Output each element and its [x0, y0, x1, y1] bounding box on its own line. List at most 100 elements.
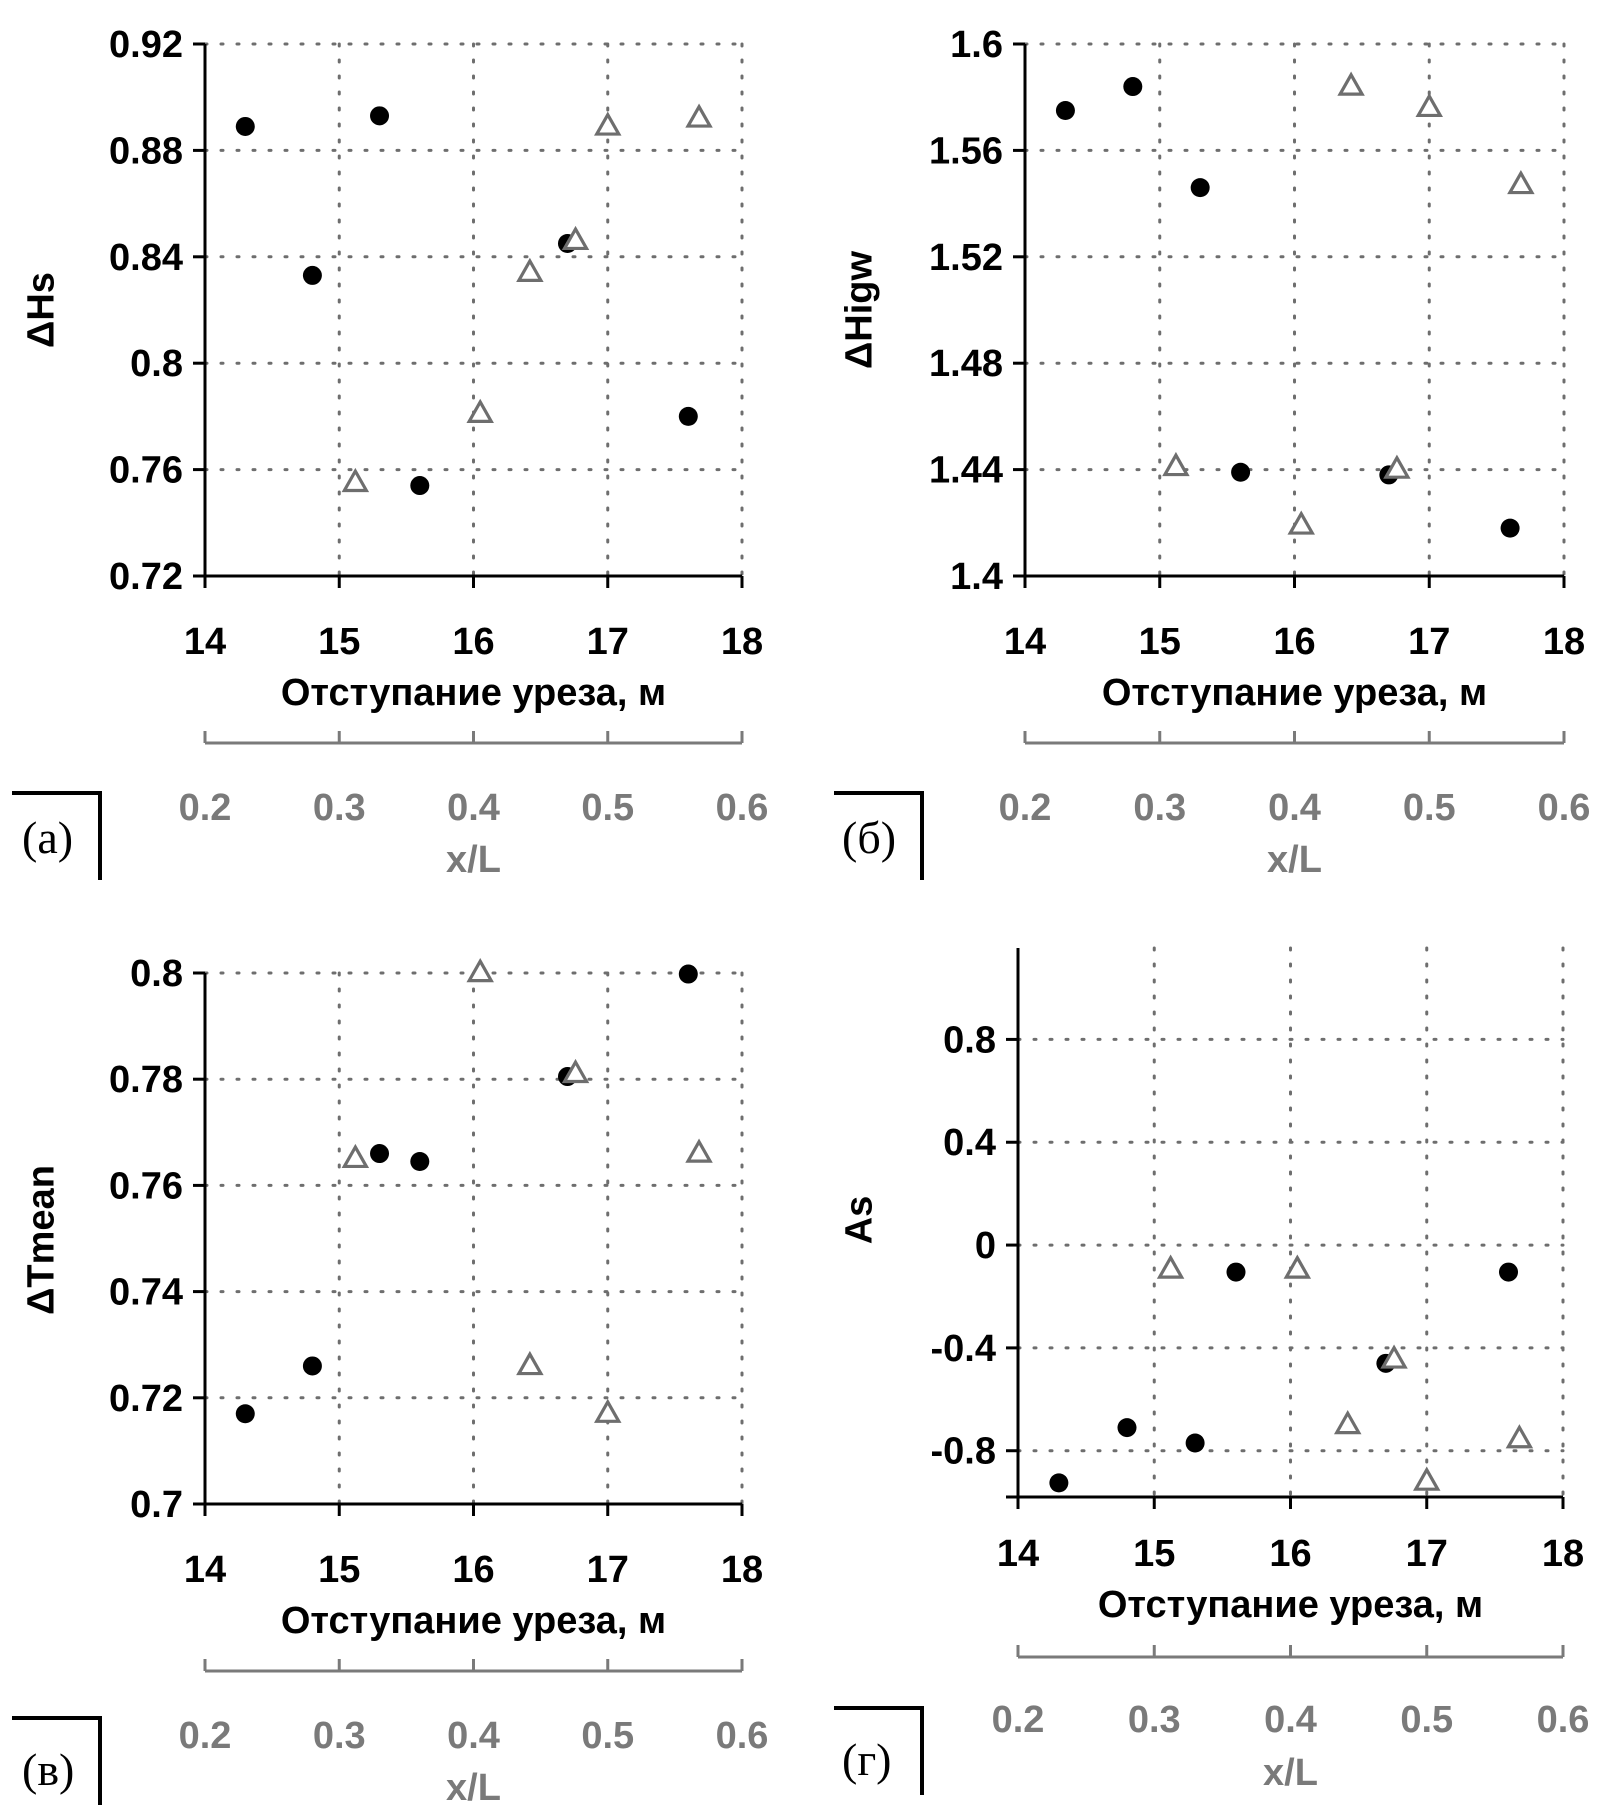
- panel-label: (г): [842, 1734, 892, 1785]
- y-tick-label: 0.92: [109, 24, 183, 66]
- secondary-x-tick-label: 0.2: [179, 1715, 232, 1757]
- secondary-x-tick-label: 0.5: [581, 787, 634, 829]
- data-point-circle: [235, 1404, 255, 1424]
- y-axis-label: ΔHs: [20, 272, 62, 348]
- y-tick-label: 0: [975, 1225, 996, 1267]
- chart-panel-1: 0.72 0.76 0.8 0.84 0.88 0.92 14 15 16 17 18 Отступа…: [12, 24, 768, 881]
- secondary-x-tick-label: 0.6: [716, 787, 769, 829]
- data-point-triangle: [1156, 1254, 1185, 1279]
- y-tick-label: 0.74: [109, 1272, 183, 1314]
- data-point-triangle: [1413, 1466, 1441, 1491]
- y-tick-label: 0.8: [130, 343, 183, 385]
- panel-label: (а): [22, 812, 73, 863]
- data-point-circle: [1117, 1418, 1137, 1438]
- data-point-circle: [370, 106, 390, 126]
- panel-bracket: [12, 1716, 102, 1805]
- x-tick-label: 14: [997, 1533, 1039, 1575]
- data-point-triangle: [341, 467, 370, 493]
- x-tick-label: 15: [318, 621, 360, 663]
- secondary-x-tick-label: 0.6: [1537, 1699, 1590, 1741]
- data-point-triangle: [594, 111, 622, 136]
- x-tick-label: 16: [452, 621, 494, 663]
- x-tick-label: 14: [184, 621, 226, 663]
- x-tick-label: 17: [1408, 621, 1450, 663]
- y-tick-label: 0.7: [130, 1484, 183, 1526]
- data-point-triangle: [1505, 1424, 1534, 1449]
- secondary-x-tick-label: 0.4: [1268, 787, 1321, 829]
- x-tick-label: 14: [184, 1549, 226, 1591]
- y-tick-label: 0.76: [109, 1165, 183, 1207]
- secondary-x-tick-label: 0.2: [179, 787, 232, 829]
- data-point-triangle: [1287, 510, 1315, 535]
- y-axis-label: ΔHigw: [838, 251, 880, 370]
- data-point-triangle: [1283, 1254, 1312, 1279]
- data-point-triangle: [1507, 169, 1535, 195]
- data-point-triangle: [466, 957, 494, 983]
- data-point-triangle: [1415, 92, 1443, 118]
- secondary-x-tick-label: 0.3: [1133, 787, 1186, 829]
- data-point-circle: [1499, 1262, 1518, 1282]
- x-tick-label: 16: [1269, 1533, 1311, 1575]
- y-tick-label: 0.4: [943, 1122, 996, 1164]
- chart-panel-2: 1.4 1.44 1.48 1.52 1.56 1.6 14 15 16 17 18 Отступан…: [834, 24, 1590, 881]
- y-tick-label: 0.72: [109, 556, 183, 598]
- data-point-triangle: [561, 1058, 590, 1084]
- data-point-circle: [1055, 101, 1075, 120]
- y-tick-label: -0.4: [931, 1328, 996, 1370]
- data-point-triangle: [466, 398, 494, 423]
- x-tick-label: 18: [721, 1549, 763, 1591]
- y-tick-label: 1.6: [950, 24, 1003, 66]
- y-tick-label: 0.8: [130, 953, 183, 995]
- x-tick-label: 14: [1004, 621, 1046, 663]
- y-tick-label: 0.76: [109, 450, 183, 492]
- y-tick-label: 1.48: [929, 343, 1003, 385]
- secondary-x-tick-label: 0.2: [999, 787, 1052, 829]
- x-axis-label: Отступание уреза, м: [1098, 1584, 1483, 1626]
- data-point-triangle: [685, 103, 713, 128]
- x-tick-label: 18: [1542, 1533, 1584, 1575]
- y-tick-label: 1.44: [929, 450, 1003, 492]
- y-tick-label: 1.56: [929, 130, 1003, 172]
- data-point-triangle: [685, 1138, 713, 1163]
- y-tick-label: 0.72: [109, 1378, 183, 1420]
- secondary-x-tick-label: 0.5: [581, 1715, 634, 1757]
- data-point-circle: [370, 1144, 390, 1164]
- data-point-circle: [1185, 1433, 1205, 1453]
- data-point-triangle: [516, 1350, 544, 1376]
- data-point-circle: [410, 1152, 430, 1172]
- data-point-triangle: [516, 257, 544, 282]
- panel-label: (б): [842, 812, 896, 863]
- panel-bracket: [12, 791, 102, 880]
- secondary-x-tick-label: 0.2: [992, 1699, 1045, 1741]
- data-point-circle: [1231, 462, 1251, 482]
- data-point-triangle: [1380, 1344, 1408, 1369]
- secondary-x-tick-label: 0.4: [447, 787, 500, 829]
- chart-panel-4: -0.8 -0.4 0 0.4 0.8 14 15 16 17 18 Отступание урез…: [834, 946, 1590, 1795]
- data-point-circle: [1226, 1262, 1246, 1282]
- x-axis-label: Отступание уреза, м: [281, 672, 666, 714]
- x-tick-label: 16: [1273, 621, 1315, 663]
- secondary-x-tick-label: 0.4: [447, 1715, 500, 1757]
- data-point-circle: [678, 406, 698, 426]
- x-tick-label: 16: [452, 1549, 494, 1591]
- x-axis-label: Отступание уреза, м: [281, 1600, 666, 1642]
- data-point-circle: [302, 265, 322, 285]
- secondary-x-tick-label: 0.6: [1538, 787, 1591, 829]
- secondary-x-axis-label: x/L: [446, 839, 501, 881]
- data-point-triangle: [1337, 71, 1365, 96]
- data-point-circle: [410, 476, 430, 496]
- x-axis-label: Отступание уреза, м: [1102, 672, 1487, 714]
- y-tick-label: 0.88: [109, 130, 183, 172]
- secondary-x-axis-label: x/L: [1263, 1752, 1318, 1794]
- data-point-circle: [678, 964, 698, 984]
- x-tick-label: 17: [587, 621, 629, 663]
- data-point-circle: [1123, 77, 1143, 97]
- secondary-x-tick-label: 0.6: [716, 1715, 769, 1757]
- y-axis-label: ΔTmean: [20, 1165, 62, 1315]
- secondary-x-tick-label: 0.5: [1400, 1699, 1453, 1741]
- x-tick-label: 18: [1543, 621, 1585, 663]
- secondary-x-tick-label: 0.4: [1264, 1699, 1317, 1741]
- secondary-x-tick-label: 0.3: [1128, 1699, 1181, 1741]
- panel-bracket: [834, 1706, 924, 1795]
- secondary-x-tick-label: 0.3: [313, 787, 366, 829]
